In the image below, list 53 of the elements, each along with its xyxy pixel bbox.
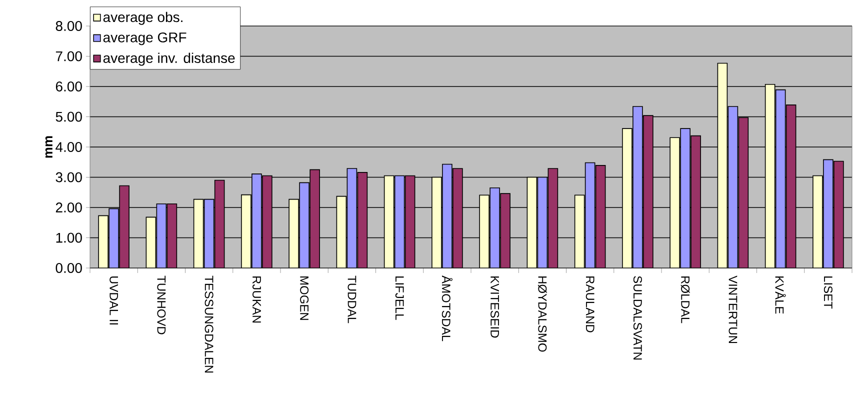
- x-tick-label: ÅMOTSDAL: [442, 276, 452, 342]
- bar: [214, 180, 225, 268]
- x-tick-label: RAULAND: [586, 276, 594, 332]
- bar: [537, 176, 548, 268]
- y-tick-label: 6.00: [56, 82, 82, 92]
- bar: [357, 172, 368, 268]
- y-tick-label: 1.00: [56, 232, 82, 243]
- x-tick-label: TUDDAL: [348, 276, 356, 324]
- x-tick-label: SULDALSVATN: [633, 276, 642, 360]
- bar: [394, 175, 405, 268]
- x-tick-label: LISET: [824, 276, 832, 309]
- bar: [728, 106, 738, 268]
- x-tick-label: TUNHOVD: [157, 276, 166, 334]
- bar: [584, 162, 596, 268]
- bar: [346, 168, 358, 268]
- x-tick-label: TESSUNGDALEN: [204, 276, 214, 373]
- bar: [404, 175, 416, 268]
- bar: [595, 165, 606, 268]
- bar: [786, 104, 796, 268]
- y-tick-label: 7.00: [56, 51, 82, 62]
- bar: [146, 216, 156, 268]
- legend-label: average obs.: [103, 12, 182, 25]
- bar: [156, 203, 167, 268]
- legend-label: average GRF: [103, 32, 186, 46]
- x-tick-label: HØYDALSMO: [538, 276, 547, 352]
- bar: [204, 198, 214, 268]
- x-tick-label: LIFJELL: [395, 276, 404, 320]
- y-tick-label: 2.00: [56, 202, 82, 212]
- y-tick-label: 8.00: [56, 21, 82, 31]
- bar: [548, 168, 558, 268]
- x-tick-label: KVITESEID: [490, 276, 500, 338]
- y-tick-label: 4.00: [56, 142, 82, 152]
- x-tick-label: KVÅLE: [775, 276, 786, 314]
- y-tick-label: 0.00: [56, 263, 82, 273]
- x-tick-label: VINTERTUN: [728, 276, 738, 343]
- bar: [775, 89, 786, 268]
- x-tick-label: UVDAL II: [110, 276, 118, 324]
- legend-label: average inv. distanse: [103, 52, 235, 66]
- bar: [193, 198, 204, 268]
- y-tick-label: 3.00: [56, 172, 82, 182]
- x-tick-label: RJUKAN: [252, 276, 261, 323]
- bar: [336, 196, 347, 268]
- bar: [384, 175, 394, 268]
- y-tick-label: 5.00: [56, 112, 82, 122]
- bar: [717, 62, 728, 268]
- x-tick-label: MOGEN: [300, 276, 309, 320]
- bar: [738, 117, 749, 268]
- bar: [574, 194, 585, 268]
- bar: [526, 176, 538, 268]
- x-tick-label: RØLDAL: [680, 276, 690, 324]
- bar: [764, 84, 776, 268]
- bar: [166, 203, 178, 268]
- y-axis-title: mm: [45, 136, 52, 158]
